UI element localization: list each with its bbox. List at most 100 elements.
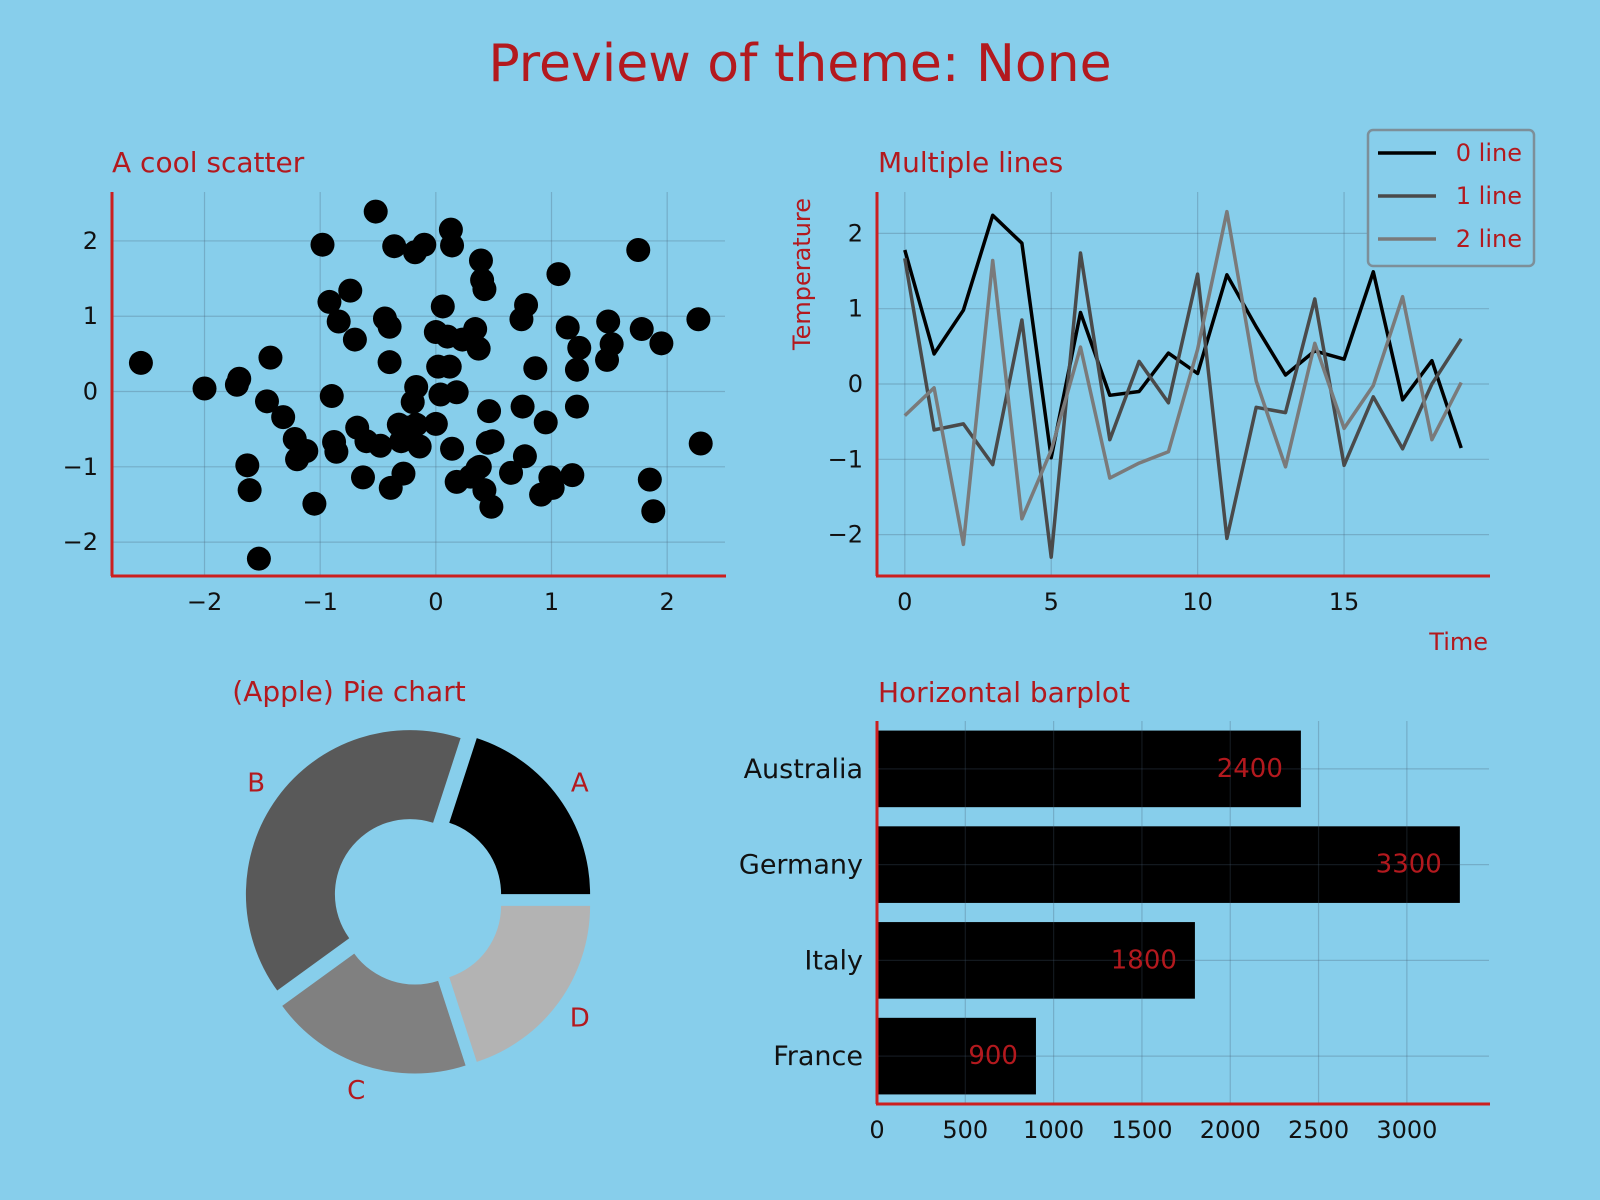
lines-xlabel: Time xyxy=(1428,628,1488,656)
bar xyxy=(877,730,1301,808)
scatter-xtick-label: −2 xyxy=(187,588,222,616)
scatter-point xyxy=(463,317,488,342)
barh-grid xyxy=(876,721,1489,1104)
scatter-ytick-label: −1 xyxy=(63,453,98,481)
scatter-point xyxy=(466,336,491,361)
scatter-point xyxy=(523,356,548,381)
bar-data-label: 900 xyxy=(968,1041,1018,1071)
lines-ticks: 0 5 10 15 −2 −1 0 1 2 xyxy=(828,219,1360,616)
scatter-point xyxy=(444,380,469,405)
barh-ticks: Australia Germany Italy France 0 500 1000 1500 2… xyxy=(739,754,1438,1144)
pie-slice-label: A xyxy=(571,768,589,798)
scatter-point xyxy=(227,366,252,391)
pie-slice-label: C xyxy=(347,1076,365,1106)
series-line xyxy=(903,213,1463,460)
scatter-point xyxy=(258,345,283,370)
scatter-point xyxy=(468,248,493,273)
scatter-point xyxy=(237,478,262,503)
scatter-point xyxy=(599,332,624,357)
scatter-point xyxy=(499,460,524,485)
scatter-point xyxy=(254,389,279,414)
barh-bars xyxy=(877,730,1460,1095)
scatter-point xyxy=(235,453,260,478)
scatter-point xyxy=(271,405,296,430)
scatter-point xyxy=(510,394,535,419)
barh-xtick-label: 1500 xyxy=(1111,1116,1172,1144)
pie-title: (Apple) Pie chart xyxy=(232,675,465,708)
series-line xyxy=(903,209,1463,547)
scatter-panel: A cool scatter −2 −1 0 1 2 −2 −1 0 1 2 xyxy=(63,146,726,616)
barh-xtick-label: 500 xyxy=(942,1116,988,1144)
pie-labels: A B C D xyxy=(247,768,590,1106)
scatter-xtick-label: 1 xyxy=(544,588,559,616)
barh-xtick-label: 3000 xyxy=(1376,1116,1437,1144)
scatter-xtick-label: 0 xyxy=(428,588,443,616)
scatter-point xyxy=(423,411,448,436)
scatter-ytick-label: −2 xyxy=(63,528,98,556)
scatter-point xyxy=(377,314,402,339)
pie-wedge xyxy=(449,738,591,895)
scatter-point xyxy=(440,436,465,461)
scatter-point xyxy=(649,331,674,356)
lines-xtick-label: 5 xyxy=(1044,588,1059,616)
scatter-point xyxy=(310,232,335,257)
lines-legend: 0 line 1 line 2 line xyxy=(1366,128,1536,268)
scatter-point xyxy=(319,384,344,409)
barh-category-label: Australia xyxy=(744,754,863,785)
scatter-point xyxy=(514,292,539,317)
scatter-point xyxy=(641,499,666,524)
scatter-point xyxy=(391,461,416,486)
legend-frame xyxy=(1366,128,1536,268)
scatter-point xyxy=(294,439,319,464)
scatter-point xyxy=(404,412,429,437)
scatter-point xyxy=(637,467,662,492)
pie-wedges xyxy=(245,730,591,1074)
lines-title: Multiple lines xyxy=(878,146,1063,179)
scatter-point xyxy=(350,465,375,490)
scatter-points xyxy=(128,199,713,571)
scatter-point xyxy=(437,354,462,379)
scatter-point xyxy=(555,315,580,340)
scatter-point xyxy=(302,491,327,516)
scatter-point xyxy=(368,433,393,458)
scatter-point xyxy=(324,439,349,464)
scatter-point xyxy=(540,475,565,500)
scatter-point xyxy=(512,444,537,469)
scatter-ytick-label: 1 xyxy=(83,302,98,330)
lines-ytick-label: 2 xyxy=(848,219,863,247)
scatter-point xyxy=(412,232,437,257)
bar xyxy=(877,826,1460,903)
barh-category-label: Italy xyxy=(804,945,863,976)
scatter-point xyxy=(430,294,455,319)
scatter-point xyxy=(407,434,432,459)
scatter-point xyxy=(363,199,388,224)
scatter-point xyxy=(626,237,651,262)
scatter-point xyxy=(546,262,571,287)
barh-xtick-label: 2500 xyxy=(1288,1116,1349,1144)
scatter-point xyxy=(688,431,713,456)
scatter-point xyxy=(477,399,502,424)
lines-ytick-label: 1 xyxy=(848,295,863,323)
scatter-point xyxy=(377,350,402,375)
scatter-point xyxy=(560,463,585,488)
bar xyxy=(877,922,1195,999)
bar-data-label: 1800 xyxy=(1111,945,1177,975)
scatter-point xyxy=(382,234,407,259)
scatter-title: A cool scatter xyxy=(112,146,305,179)
scatter-point xyxy=(533,410,558,435)
barh-title: Horizontal barplot xyxy=(878,676,1130,709)
legend-label: 1 line xyxy=(1456,182,1522,210)
scatter-point xyxy=(404,375,429,400)
legend-entries: 0 line 1 line 2 line xyxy=(1378,139,1522,253)
scatter-ytick-label: 0 xyxy=(83,378,98,406)
barh-xtick-label: 1000 xyxy=(1023,1116,1084,1144)
lines-ytick-label: −2 xyxy=(828,521,863,549)
scatter-point xyxy=(686,307,711,332)
scatter-point xyxy=(342,327,367,352)
scatter-point xyxy=(567,335,592,360)
scatter-point xyxy=(317,289,342,314)
pie-panel: (Apple) Pie chart A B C D xyxy=(232,675,591,1106)
scatter-point xyxy=(128,350,153,375)
bar-data-label: 2400 xyxy=(1217,754,1283,784)
